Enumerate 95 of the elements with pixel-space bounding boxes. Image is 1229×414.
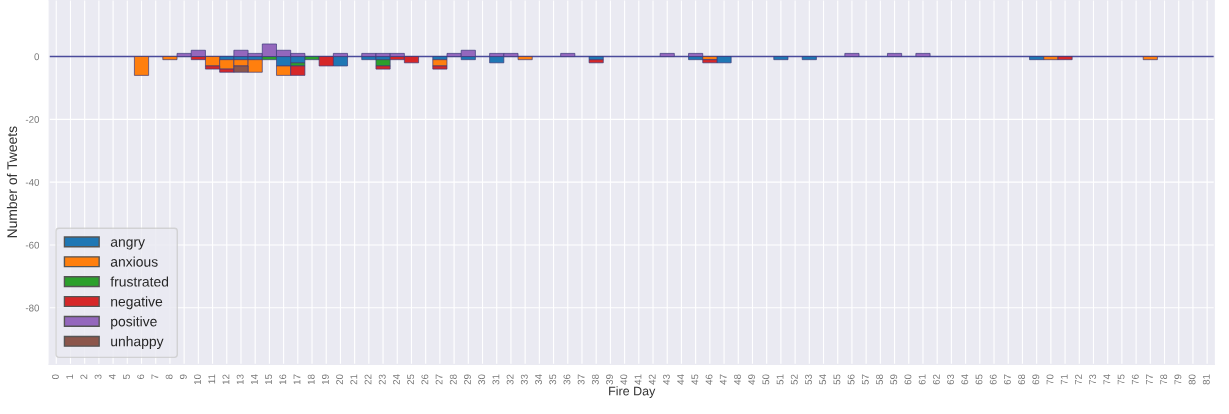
x-tick-label: 13 [236,374,244,385]
legend-label: positive [111,316,157,330]
x-tick-label: 30 [478,374,486,385]
x-tick-label: 21 [350,374,358,385]
x-tick-label: 11 [208,374,216,384]
x-tick-label: 24 [392,374,400,385]
x-tick-label: 66 [989,374,997,385]
x-tick-label: 17 [293,374,301,385]
x-tick-label: 5 [123,374,130,380]
x-tick-label: 80 [1188,374,1196,385]
x-tick-label: 55 [833,374,841,385]
x-tick-label: 63 [947,374,955,385]
x-tick-label: 3 [94,374,102,380]
x-tick-label: 31 [492,374,500,385]
x-tick-label: 72 [1075,374,1082,385]
x-tick-label: 35 [549,374,557,385]
x-tick-label: 75 [1117,374,1125,385]
x-tick-label: 43 [662,374,670,385]
x-tick-label: 57 [861,374,869,385]
x-tick-label: 19 [321,374,329,385]
y-tick-label: 0 [34,53,40,61]
x-tick-label: 12 [222,374,230,385]
x-tick-label: 34 [535,374,542,385]
x-tick-label: 61 [918,374,926,385]
x-tick-label: 71 [1060,374,1068,385]
x-tick-label: 16 [279,374,287,385]
x-tick-label: 36 [563,374,571,385]
x-tick-label: 38 [591,374,599,385]
x-tick-label: 74 [1103,374,1111,385]
x-tick-label: 60 [904,374,912,385]
x-tick-label: 15 [265,374,272,385]
legend-label: angry [110,239,145,250]
x-tick-label: 51 [776,374,784,385]
y-tick-label: -80 [25,304,40,312]
x-tick-label: 7 [151,374,159,379]
x-tick-label: 9 [179,374,187,379]
x-tick-label: 6 [137,374,145,379]
x-tick-label: 47 [719,374,727,385]
x-tick-label: 59 [890,374,898,385]
x-tick-label: 27 [435,374,443,385]
x-tick-label: 73 [1089,374,1097,385]
x-tick-label: 76 [1131,374,1139,385]
y-tick-label: -40 [25,178,40,186]
x-tick-label: 39 [606,374,613,385]
x-tick-label: 52 [790,374,798,385]
x-tick-label: 49 [748,374,756,385]
x-tick-label: 29 [464,374,471,385]
x-tick-label: 68 [1018,374,1026,385]
x-tick-label: 0 [51,374,59,380]
x-tick-label: 78 [1160,374,1168,385]
x-tick-label: 50 [762,374,770,385]
x-tick-label: 58 [876,374,883,385]
legend-label: negative [111,296,163,310]
x-tick-label: 28 [449,374,457,385]
x-tick-label: 18 [307,374,315,385]
x-tick-label: 79 [1174,374,1182,385]
x-tick-label: 14 [251,374,258,385]
x-tick-label: 4 [108,374,116,380]
x-tick-label: 62 [932,374,940,385]
x-tick-label: 33 [520,374,528,385]
legend-label: anxious [110,256,158,267]
x-tick-label: 56 [847,374,855,385]
x-tick-label: 81 [1202,374,1210,385]
x-tick-label: 45 [691,374,699,385]
legend-label: unhappy [111,336,164,350]
x-tick-label: 26 [421,374,429,385]
x-tick-label: 40 [620,374,628,385]
x-tick-label: 65 [975,374,983,385]
x-tick-label: 54 [819,374,827,385]
x-tick-label: 20 [336,374,344,385]
x-tick-label: 1 [66,374,73,379]
x-tick-label: 8 [165,374,173,380]
x-tick-label: 44 [677,374,684,385]
x-tick-label: 37 [577,374,585,385]
x-tick-label: 77 [1146,374,1153,385]
x-tick-label: 70 [1046,374,1054,385]
x-tick-label: 53 [805,374,812,385]
x-tick-label: 46 [705,374,713,385]
x-tick-label: 67 [1003,374,1011,385]
y-tick-label: -20 [25,116,40,123]
x-tick-label: 48 [733,374,741,385]
x-tick-label: 64 [961,374,969,385]
x-tick-label: 10 [194,374,201,385]
x-tick-label: 2 [80,374,88,379]
y-tick-label: -60 [25,241,40,249]
x-tick-label: 23 [378,374,386,385]
legend-label: frustrated [110,276,169,287]
y-axis-title: Number of Tweets [6,126,18,238]
x-tick-label: 69 [1032,374,1040,385]
x-tick-label: 42 [648,374,656,385]
x-axis-title: Fire Day [609,386,656,398]
x-tick-label: 22 [364,374,372,385]
x-tick-label: 25 [407,374,415,385]
x-tick-label: 41 [634,374,642,385]
x-tick-label: 32 [506,374,514,385]
